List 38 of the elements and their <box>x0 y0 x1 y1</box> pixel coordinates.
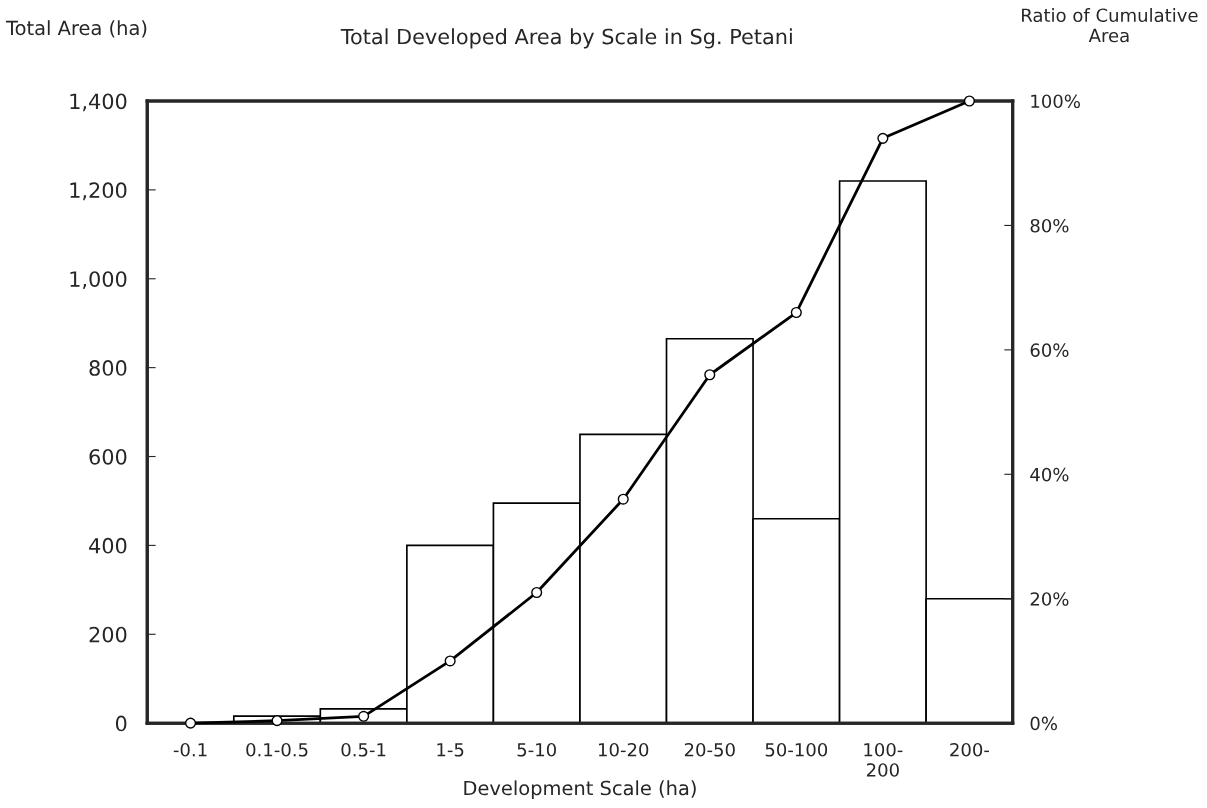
x-tick-label: 200- <box>950 742 990 757</box>
y-tick-label: 0 <box>115 715 127 732</box>
y2-tick-label: 40% <box>1030 467 1069 482</box>
y-tick-label: 200 <box>89 626 127 643</box>
y2-tick-label: 20% <box>1030 592 1069 606</box>
x-tick-label: 1-5 <box>437 743 464 757</box>
x-tick-label: 20-50 <box>684 742 735 757</box>
point <box>184 717 197 729</box>
y2-tick-label: 60% <box>1030 343 1069 357</box>
point <box>531 586 543 599</box>
y-tick-label: 1,200 <box>70 182 127 201</box>
y2-axis-title: Ratio of Cumulative Area <box>1022 8 1198 43</box>
y-tick-label: 600 <box>89 448 127 465</box>
point <box>790 306 802 319</box>
y-tick-label: 800 <box>89 360 127 376</box>
y-tick-label: 1,400 <box>70 93 127 112</box>
point <box>271 715 283 727</box>
x-tick-label: 0.1-0.5 <box>246 742 308 757</box>
chart-title: Total Developed Area by Scale in Sg. Petani <box>340 28 792 49</box>
x-tick-label: 100- 200 <box>864 742 903 777</box>
y2-tick-label: 0% <box>1030 716 1057 731</box>
x-tick-label: 50-100 <box>765 742 828 757</box>
x-axis-title: Development Scale (ha) <box>464 780 696 800</box>
y-tick-label: 400 <box>89 537 127 554</box>
x-tick-label: -0.1 <box>173 742 207 757</box>
x-tick-label: 5-10 <box>517 742 556 757</box>
point <box>617 493 629 505</box>
point <box>358 710 370 722</box>
x-tick-label: 0.5-1 <box>341 742 386 757</box>
y-axis-title: Total Area (ha) <box>5 20 147 38</box>
x-tick-label: 10-20 <box>598 742 649 757</box>
y2-tick-label: 80% <box>1030 218 1069 233</box>
point <box>444 655 456 667</box>
point <box>963 95 975 107</box>
y2-tick-label: 100% <box>1031 94 1080 109</box>
y-tick-label: 1,000 <box>70 271 127 290</box>
point <box>877 132 889 144</box>
point <box>704 369 716 381</box>
